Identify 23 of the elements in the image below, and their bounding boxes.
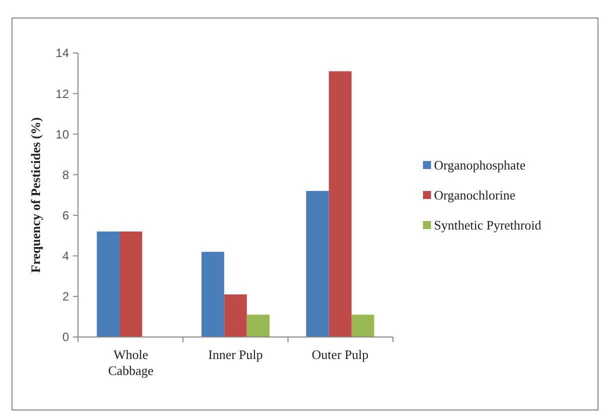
bar <box>96 232 120 337</box>
x-tick-label: Outer Pulp <box>312 347 369 362</box>
y-tick-label: 4 <box>62 249 70 264</box>
y-tick-label: 10 <box>56 127 70 142</box>
bar <box>351 314 374 337</box>
bar <box>120 232 142 337</box>
y-tick-label: 12 <box>56 86 70 101</box>
y-tick-label: 2 <box>62 290 70 304</box>
y-tick-label: 8 <box>62 168 70 182</box>
bar <box>306 190 329 337</box>
y-axis-title: Frequency of Pesticides (%) <box>28 117 43 273</box>
y-tick-label: 6 <box>62 208 70 222</box>
x-tick-label: Whole Cabbage <box>108 347 154 378</box>
x-tick-label: Inner Pulp <box>208 347 263 362</box>
bar <box>246 314 270 337</box>
legend-label: Synthetic Pyrethroid <box>434 218 542 233</box>
bar <box>224 294 247 337</box>
y-tick-label: 14 <box>56 46 70 60</box>
bar <box>201 252 224 337</box>
y-tick-label: 0 <box>62 330 70 344</box>
legend-label: Organophosphate <box>434 158 526 173</box>
bar <box>328 71 352 337</box>
legend-label: Organochlorine <box>434 188 516 203</box>
